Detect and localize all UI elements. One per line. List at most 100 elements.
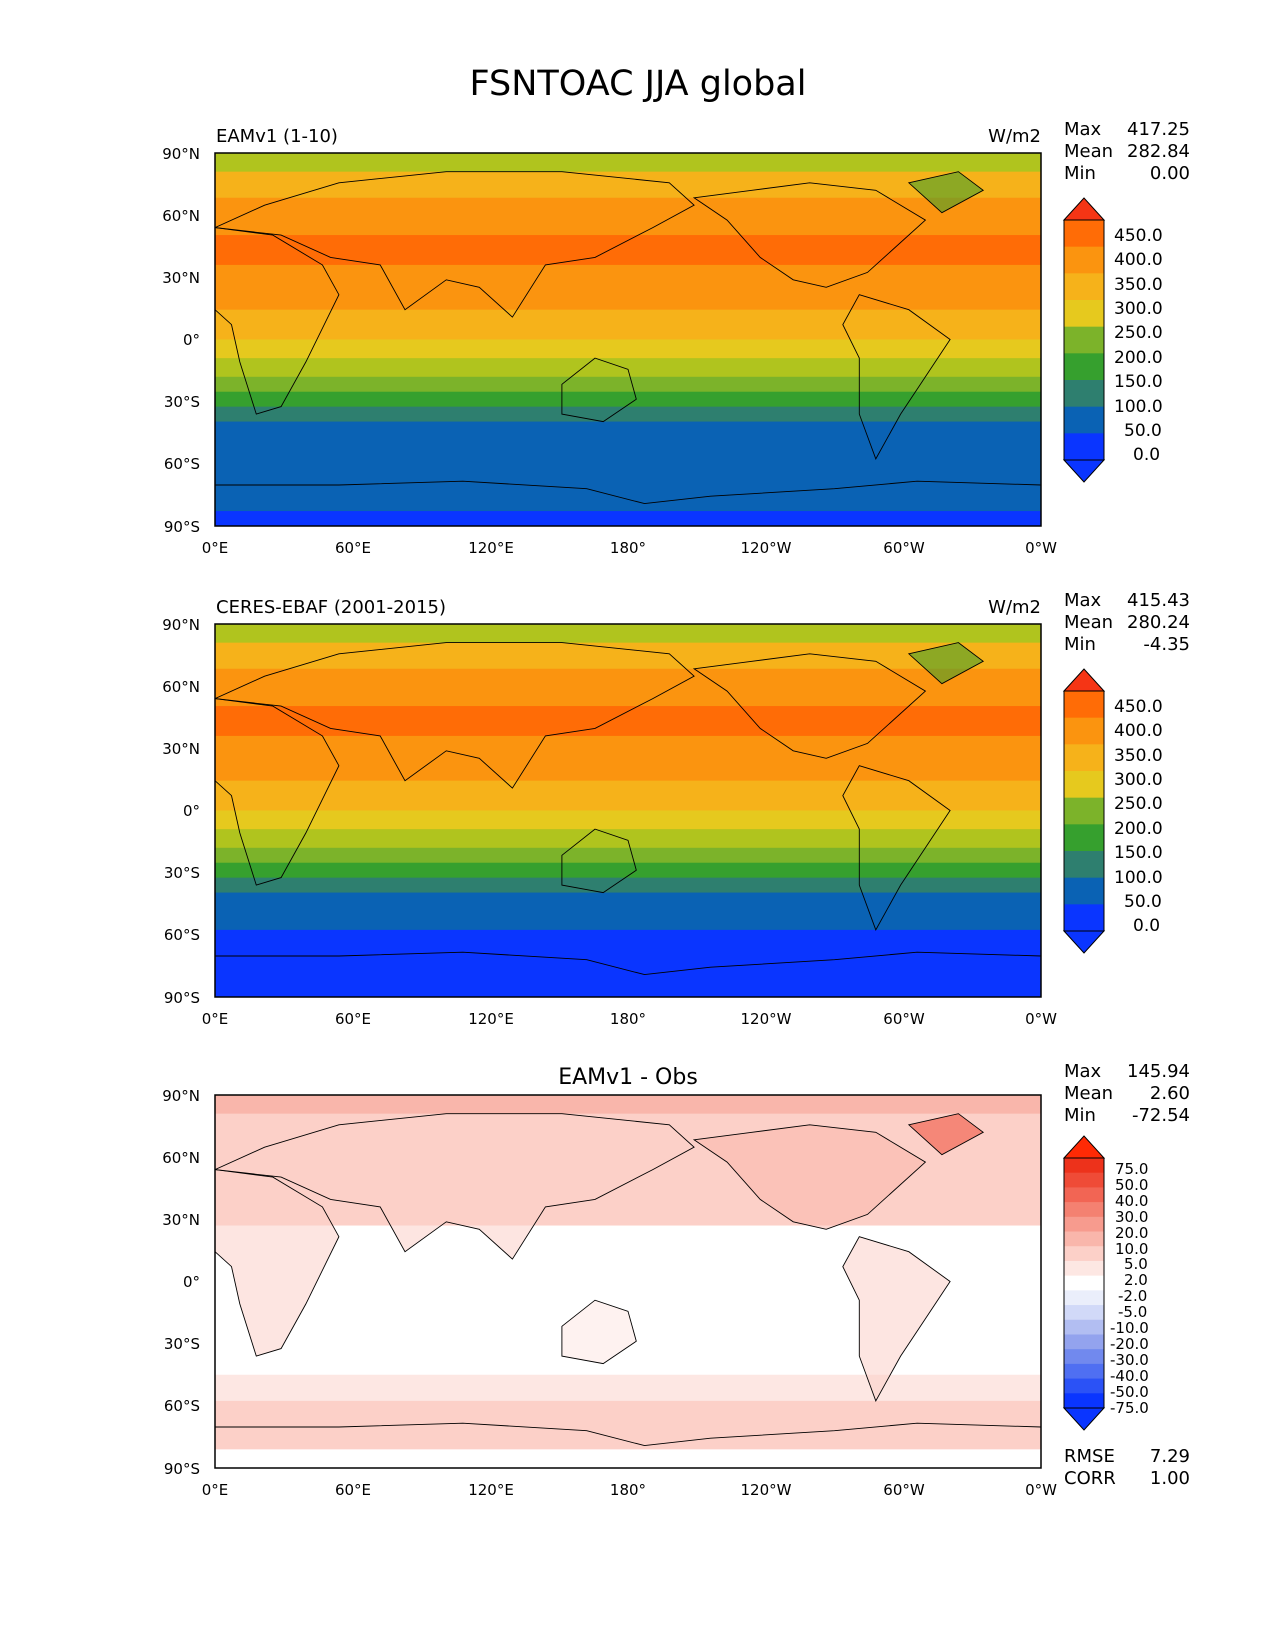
coastline-africa: [215, 698, 340, 886]
stats-block: Max Mean Min 145.94 2.60 -72.54: [1064, 1061, 1190, 1126]
colorbar-frame: [1063, 690, 1105, 932]
colorbar-label: 75.0: [1115, 1160, 1148, 1178]
colorbar-segment: [1064, 220, 1104, 248]
y-tick-label: 30°S: [164, 864, 200, 882]
x-axis: 0°E 60°E 120°E 180° 120°W 60°W 0°W: [202, 539, 1057, 557]
colorbar-segment: [1064, 1275, 1104, 1291]
latitude-band: [215, 1400, 1041, 1450]
metric-label-rmse: RMSE: [1064, 1446, 1115, 1467]
metric-label-corr: CORR: [1064, 1468, 1116, 1489]
latitude-band: [215, 406, 1041, 423]
latitude-band: [215, 153, 1041, 173]
colorbar-segment: [1064, 326, 1104, 354]
latitude-band: [215, 309, 1041, 340]
colorbar-segment: [1064, 851, 1104, 879]
panel-difference: EAMv1 - Obs 0°E 60°E 120°E 180° 120°W 60…: [162, 1061, 1190, 1499]
colorbar-label: 0.0: [1133, 445, 1160, 465]
stat-value-max: 417.25: [1127, 119, 1190, 140]
colorbar-segment: [1064, 380, 1104, 408]
coastline-australia: [561, 1299, 637, 1365]
colorbar-labels: 450.0 400.0 350.0 300.0 250.0 200.0 150.…: [1114, 226, 1163, 465]
colorbar-segment: [1064, 1349, 1104, 1365]
coastline-greenland: [907, 642, 985, 685]
map-frame: [214, 623, 1042, 998]
x-axis: 0°E 60°E 120°E 180° 120°W 60°W 0°W: [202, 1481, 1057, 1499]
latitude-band: [215, 929, 1041, 997]
stat-value-min: -72.54: [1132, 1105, 1190, 1126]
stat-value-max: 145.94: [1127, 1061, 1190, 1082]
coastline-antarctic: [215, 951, 1041, 976]
latitude-band: [215, 511, 1041, 526]
stat-value-max: 415.43: [1127, 590, 1190, 611]
latitude-band: [215, 810, 1041, 830]
colorbar-label: 40.0: [1115, 1192, 1148, 1210]
colorbar-cap-bottom: [1062, 1407, 1106, 1431]
panel-reference: CERES-EBAF (2001-2015) W/m2 0°E 60°E 120…: [162, 590, 1190, 1028]
latitude-band: [215, 376, 1041, 393]
colorbar-segment: [1064, 1378, 1104, 1394]
metric-value-corr: 1.00: [1150, 1468, 1190, 1489]
y-tick-label: 30°S: [164, 1335, 200, 1353]
colorbar-label: -30.0: [1110, 1351, 1149, 1369]
colorbar-label: -20.0: [1110, 1335, 1149, 1353]
colorbar-label: 20.0: [1115, 1224, 1148, 1242]
colorbar-label: 200.0: [1114, 819, 1163, 839]
colorbar-segment: [1064, 1202, 1104, 1218]
latitude-band: [215, 735, 1041, 782]
y-axis: 90°N 60°N 30°N 0° 30°S 60°S 90°S: [162, 1087, 200, 1478]
stats-block: Max Mean Min 417.25 282.84 0.00: [1064, 119, 1190, 184]
x-tick-label: 0°E: [202, 1010, 229, 1028]
y-tick-label: 30°N: [162, 269, 200, 287]
colorbar-cap-bottom: [1062, 459, 1106, 483]
latitude-band: [215, 339, 1041, 359]
stat-label-max: Max: [1064, 590, 1102, 611]
colorbar-label: -10.0: [1110, 1319, 1149, 1337]
panel-units: W/m2: [988, 126, 1041, 147]
coastline-australia: [561, 357, 637, 423]
colorbar-segment: [1064, 1393, 1104, 1409]
latitude-band: [215, 847, 1041, 864]
latitude-band: [215, 624, 1041, 644]
coastlines: [215, 1113, 1041, 1447]
colorbar-segment: [1064, 1334, 1104, 1350]
y-tick-label: 90°N: [162, 616, 200, 634]
map-frame: [214, 152, 1042, 527]
colorbar-segment: [1064, 1319, 1104, 1335]
x-tick-label: 60°E: [335, 1010, 371, 1028]
colorbar-label: 100.0: [1114, 868, 1163, 888]
colorbar-cap-top: [1062, 1135, 1106, 1159]
x-tick-label: 0°E: [202, 539, 229, 557]
stat-value-min: 0.00: [1150, 163, 1190, 184]
colorbar-label: 450.0: [1114, 697, 1163, 717]
stat-label-min: Min: [1064, 163, 1096, 184]
colorbar-segment: [1064, 1172, 1104, 1188]
coastlines: [215, 171, 1041, 505]
colorbar-segment: [1064, 824, 1104, 852]
colorbar-cap-top: [1062, 668, 1106, 692]
latitude-band: [215, 421, 1041, 460]
colorbar-label: 150.0: [1114, 372, 1163, 392]
map-frame: [214, 1094, 1042, 1469]
colorbar-segment: [1064, 691, 1104, 719]
colorbar-segment: [1064, 1305, 1104, 1321]
x-tick-label: 120°E: [468, 539, 514, 557]
coastline-eurasia: [215, 1113, 695, 1260]
x-axis: 0°E 60°E 120°E 180° 120°W 60°W 0°W: [202, 1010, 1057, 1028]
coastlines: [215, 642, 1041, 976]
colorbar-label: 400.0: [1114, 250, 1163, 270]
latitude-band: [215, 358, 1041, 378]
colorbar-segment: [1064, 1187, 1104, 1203]
colorbar-segment: [1064, 1231, 1104, 1247]
colorbar: [1062, 1135, 1106, 1431]
y-tick-label: 0°: [183, 331, 200, 349]
colorbar-label: -2.0: [1118, 1287, 1147, 1305]
latitude-band: [215, 458, 1041, 512]
y-tick-label: 30°N: [162, 1211, 200, 1229]
colorbar: [1062, 668, 1106, 954]
coastline-samerica: [842, 765, 951, 931]
colorbar-segment: [1064, 1158, 1104, 1174]
x-tick-label: 60°E: [335, 539, 371, 557]
colorbar-label: 2.0: [1124, 1271, 1148, 1289]
colorbar-label: 350.0: [1114, 746, 1163, 766]
colorbar-label: 30.0: [1115, 1208, 1148, 1226]
